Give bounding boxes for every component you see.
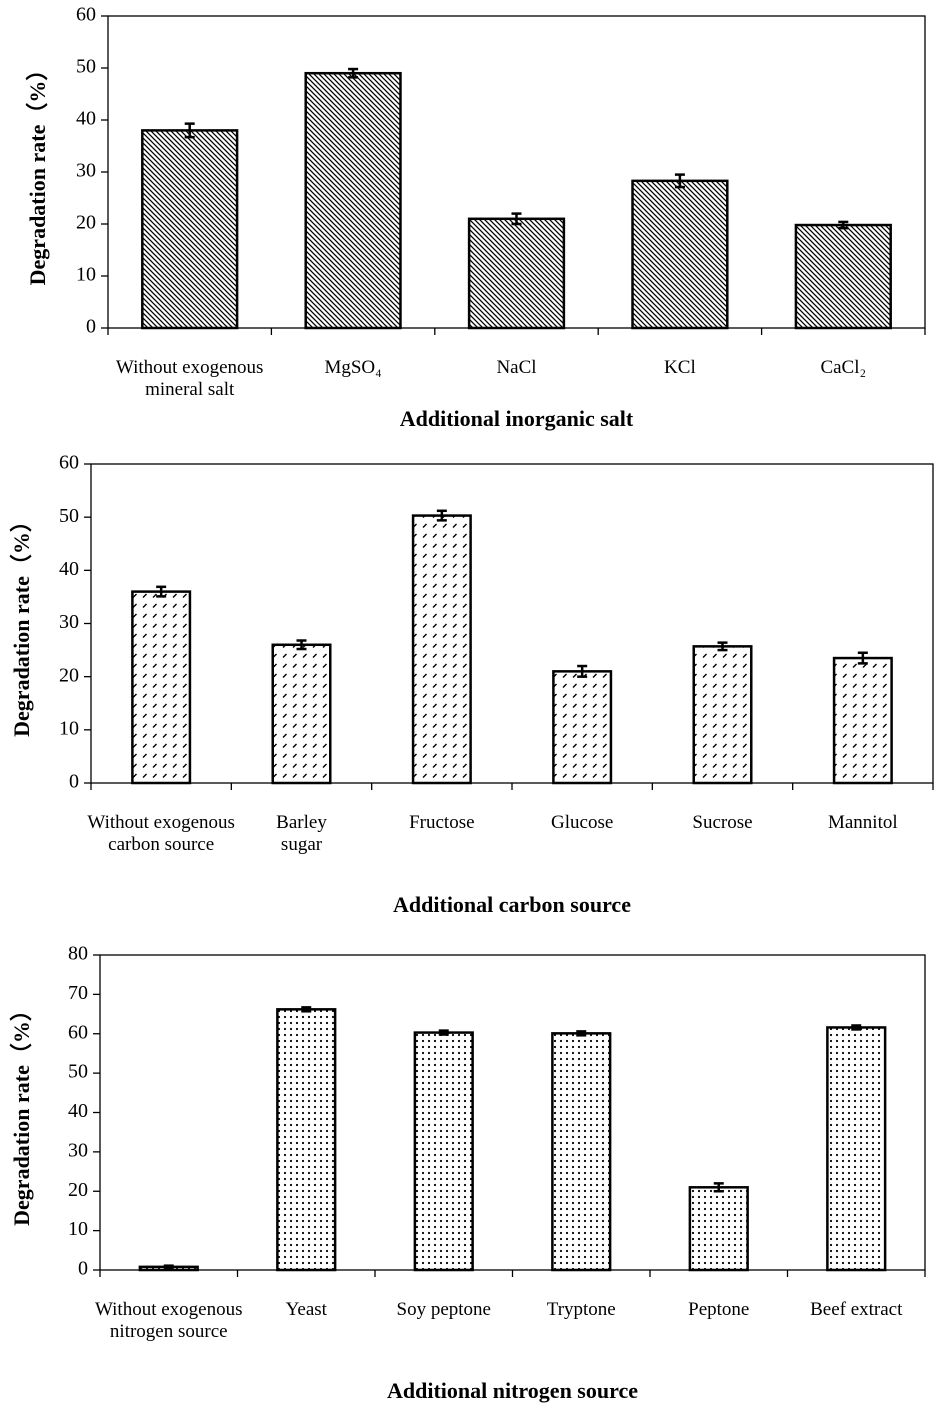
y-tick-label: 0 xyxy=(86,316,96,338)
y-tick-label: 40 xyxy=(59,558,79,580)
bar xyxy=(692,645,753,785)
y-tick-label: 30 xyxy=(76,160,96,182)
error-bar xyxy=(511,212,522,226)
x-tick-label: Barley sugar xyxy=(276,812,327,855)
error-bar xyxy=(156,585,167,598)
bar xyxy=(551,1032,612,1272)
plot-frame xyxy=(90,463,934,784)
error-bar xyxy=(576,1030,587,1037)
x-tick-label: Yeast xyxy=(285,1299,327,1320)
y-tick-label: 10 xyxy=(76,264,96,286)
bar xyxy=(688,1186,749,1272)
y-tick-label: 0 xyxy=(78,1258,88,1280)
bar xyxy=(832,656,893,785)
bar xyxy=(631,179,729,330)
y-tick-label: 10 xyxy=(68,1218,88,1240)
error-bar xyxy=(838,220,849,230)
error-bar xyxy=(674,173,685,189)
x-axis-title: Additional nitrogen source xyxy=(387,1378,638,1403)
y-tick-label: 60 xyxy=(76,4,96,26)
bar xyxy=(826,1026,887,1272)
x-tick-label: Without exogenous mineral salt xyxy=(115,357,264,400)
bar xyxy=(141,129,239,330)
y-tick-label: 10 xyxy=(59,717,79,739)
x-tick-label: Without exogenous nitrogen source xyxy=(94,1299,243,1342)
x-axis-title: Additional inorganic salt xyxy=(400,406,634,431)
error-bar xyxy=(577,664,588,678)
x-tick-label: Sucrose xyxy=(692,812,753,833)
error-bar xyxy=(163,1264,174,1270)
x-tick-label: CaCl₂ xyxy=(820,357,867,378)
error-bar xyxy=(436,509,447,522)
y-tick-label: 50 xyxy=(59,505,79,527)
y-tick-label: 20 xyxy=(59,664,79,686)
x-tick-label: Tryptone xyxy=(546,1299,616,1320)
y-axis-title: Degradation rate（%） xyxy=(9,510,34,737)
error-bar xyxy=(857,651,868,665)
error-bar xyxy=(713,1182,724,1193)
y-tick-label: 60 xyxy=(68,1021,88,1043)
y-axis-title: Degradation rate（%） xyxy=(9,999,34,1226)
y-tick-label: 70 xyxy=(68,982,88,1004)
plot-frame xyxy=(99,954,926,1271)
y-tick-label: 60 xyxy=(59,452,79,474)
y-tick-label: 30 xyxy=(68,1139,88,1161)
bar xyxy=(271,643,332,785)
x-axis-title: Additional carbon source xyxy=(393,892,631,917)
bar xyxy=(413,1031,474,1272)
x-tick-label: Peptone xyxy=(688,1299,750,1320)
y-axis-title: Degradation rate（%） xyxy=(25,59,50,286)
error-bar xyxy=(301,1006,312,1013)
x-tick-label: Soy peptone xyxy=(396,1299,491,1320)
y-tick-label: 80 xyxy=(68,943,88,965)
y-tick-label: 40 xyxy=(68,1100,88,1122)
error-bar xyxy=(851,1024,862,1031)
error-bar xyxy=(348,67,359,79)
error-bar xyxy=(184,122,195,139)
x-tick-label: Fructose xyxy=(409,812,475,833)
bar xyxy=(276,1008,337,1272)
error-bar xyxy=(438,1029,449,1036)
bar xyxy=(411,514,472,785)
y-tick-label: 50 xyxy=(68,1061,88,1083)
y-tick-label: 20 xyxy=(76,212,96,234)
bar xyxy=(467,217,566,330)
bar xyxy=(552,670,613,785)
bar xyxy=(304,71,402,330)
x-tick-label: NaCl xyxy=(496,357,537,378)
bar xyxy=(794,223,892,330)
y-tick-label: 20 xyxy=(68,1179,88,1201)
x-tick-label: KCl xyxy=(664,357,696,378)
x-tick-label: MgSO₄ xyxy=(324,357,382,378)
x-tick-label: Without exogenous carbon source xyxy=(87,812,235,855)
bar xyxy=(131,590,192,785)
y-tick-label: 30 xyxy=(59,611,79,633)
y-tick-label: 40 xyxy=(76,108,96,130)
x-tick-label: Mannitol xyxy=(827,812,898,833)
y-tick-label: 50 xyxy=(76,56,96,78)
error-bar xyxy=(717,641,728,652)
x-tick-label: Beef extract xyxy=(810,1299,903,1320)
x-tick-label: Glucose xyxy=(551,812,614,833)
y-tick-label: 0 xyxy=(69,771,79,793)
error-bar xyxy=(296,639,307,651)
